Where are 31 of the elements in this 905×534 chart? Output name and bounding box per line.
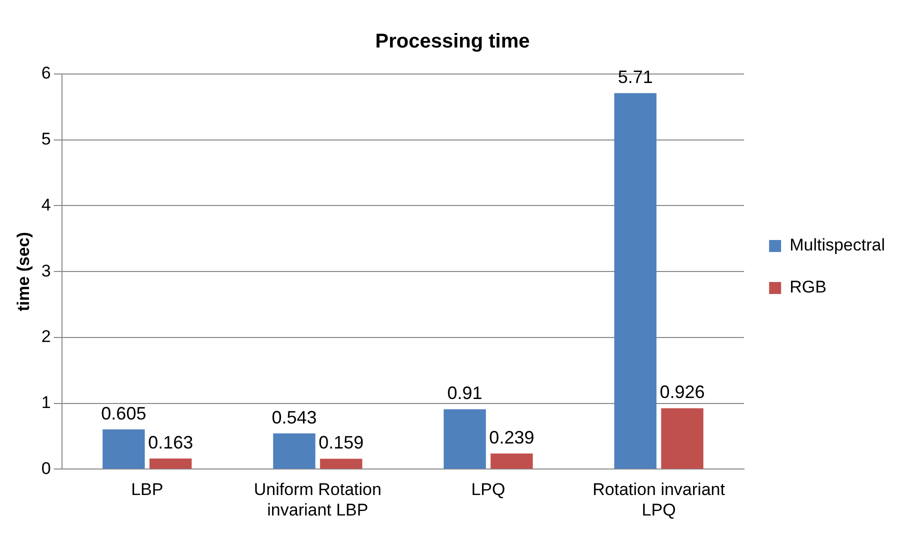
bar <box>661 408 704 469</box>
y-axis-title: time (sec) <box>14 232 33 312</box>
y-tick-label: 5 <box>41 130 51 149</box>
chart-title: Processing time <box>375 30 530 53</box>
data-label: 0.163 <box>148 432 194 452</box>
bar <box>149 458 192 469</box>
data-label: 0.91 <box>447 383 482 404</box>
y-tick-label: 2 <box>41 327 51 346</box>
y-tick-label: 1 <box>41 393 51 412</box>
bar <box>273 433 316 469</box>
bar <box>102 429 145 469</box>
bar <box>490 453 533 469</box>
x-tick-label: LPQ <box>471 480 506 500</box>
x-tick-label: Rotation invariant LPQ <box>592 480 726 520</box>
data-label: 0.605 <box>101 403 146 424</box>
legend-label: Multispectral <box>790 236 886 255</box>
x-tick-label: LBP <box>131 480 164 500</box>
bar <box>614 93 656 469</box>
y-tick-label: 3 <box>41 261 51 280</box>
data-label: 0.543 <box>272 407 317 428</box>
data-label: 0.926 <box>660 382 705 402</box>
bar <box>320 458 362 469</box>
legend-label: RGB <box>790 278 826 297</box>
y-tick-label: 0 <box>41 458 51 478</box>
data-label: 5.71 <box>618 67 653 88</box>
bar <box>444 409 486 469</box>
x-tick-label: Uniform Rotation invariant LBP <box>254 480 382 520</box>
y-tick-label: 4 <box>41 195 51 214</box>
data-label: 0.239 <box>489 427 534 448</box>
y-tick-label: 6 <box>41 64 51 83</box>
data-label: 0.159 <box>318 432 364 453</box>
